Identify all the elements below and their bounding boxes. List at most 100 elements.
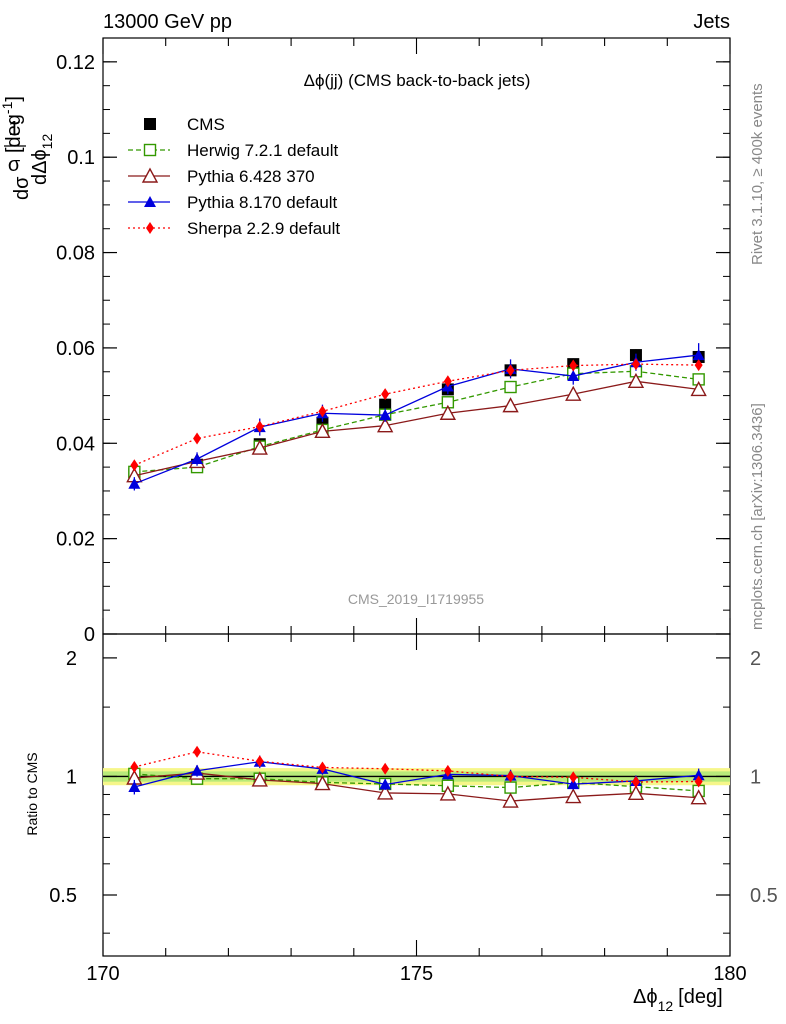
ratio-ytick-label-right: 2 (750, 648, 761, 670)
series-line-herwig-7-2-1-default (134, 370, 699, 473)
ratio-point-pythia-6-428-370 (565, 788, 582, 804)
legend-entry-herwig-7-2-1-default: Herwig 7.2.1 default (128, 141, 338, 160)
legend-label-cms: CMS (187, 115, 225, 134)
ratio-point-pythia-6-428-370 (376, 784, 394, 800)
legend-marker-pythia-8-170-default (144, 196, 156, 207)
rivet-label: Rivet 3.1.10, ≥ 400k events (749, 83, 766, 265)
ratio-point-pythia-6-428-370 (251, 771, 268, 787)
series-cms (128, 349, 705, 481)
data-point-pythia-8-170-default (692, 349, 705, 361)
ylabel-close: ] (3, 96, 25, 102)
ratio-point-sherpa-2-2-9-default (193, 745, 202, 758)
legend-label-pythia-6-428-370: Pythia 6.428 370 (187, 167, 315, 186)
ylabel-rotated: dσ (11, 176, 33, 200)
ratio-point-sherpa-2-2-9-default (381, 762, 390, 775)
ratio-point-sherpa-2-2-9-default (443, 764, 452, 777)
chart-title: Δϕ(jj) (CMS back-to-back jets) (304, 71, 531, 90)
ratio-point-sherpa-2-2-9-default (569, 771, 578, 784)
ylabel-sup: -1 (0, 101, 15, 114)
ratio-point-pythia-8-170-default (128, 781, 141, 793)
ratio-point-sherpa-2-2-9-default (318, 761, 327, 774)
ratio-point-pythia-6-428-370 (314, 775, 331, 791)
main-x-ticks (102, 38, 731, 634)
ratio-x-ticks: 170 175 180 (86, 634, 747, 985)
x-tick-label: 170 (86, 963, 119, 985)
ratio-point-sherpa-2-2-9-default (506, 770, 515, 783)
series-pythia-8-170-default (128, 343, 705, 491)
ratio-point-sherpa-2-2-9-default (255, 755, 264, 768)
legend-marker-pythia-6-428-370 (141, 167, 159, 183)
ratio-point-pythia-6-428-370 (690, 789, 707, 805)
series-line-pythia-6-428-370 (134, 380, 699, 477)
ratio-point-herwig-7-2-1-default (504, 781, 517, 794)
ratio-ytick-label: 1 (66, 766, 77, 788)
data-point-pythia-6-428-370 (439, 404, 457, 420)
x-tick-label: 175 (400, 963, 433, 985)
ratio-y-axis-label: Ratio to CMS (24, 752, 40, 835)
ylabel-sigma: σ (8, 154, 21, 176)
data-point-herwig-7-2-1-default (504, 380, 517, 394)
ratio-ytick-label: 2 (66, 648, 77, 670)
ratio-line-sherpa-2-2-9-default (134, 751, 699, 783)
ratio-y-ticks: 0.5 0.5 1 1 2 2 (49, 648, 778, 934)
series-herwig-7-2-1-default (128, 365, 705, 479)
series-pythia-6-428-370 (126, 372, 707, 483)
data-point-sherpa-2-2-9-default (193, 432, 202, 445)
ratio-series-sherpa-2-2-9-default (130, 745, 703, 789)
legend-marker-cms (144, 118, 156, 130)
data-point-sherpa-2-2-9-default (694, 359, 703, 372)
ratio-point-pythia-6-428-370 (502, 792, 519, 808)
x-axis-label: Δϕ12 [deg] (633, 986, 723, 1014)
legend-entry-pythia-6-428-370: Pythia 6.428 370 (128, 167, 315, 186)
ratio-point-pythia-8-170-default (191, 764, 204, 776)
ratio-point-sherpa-2-2-9-default (631, 776, 640, 789)
main-ytick-label: 0.12 (56, 52, 95, 74)
main-series (126, 343, 707, 491)
ratio-point-sherpa-2-2-9-default (130, 760, 139, 773)
ylabel-dDeltaPhi: dΔϕ (29, 149, 51, 185)
data-point-sherpa-2-2-9-default (506, 364, 515, 377)
data-point-pythia-6-428-370 (565, 385, 582, 401)
ratio-panel: 0.5 0.5 1 1 2 2 170 175 180 (49, 633, 778, 985)
mcplots-label: mcplots.cern.ch [arXiv:1306.3436] (749, 403, 766, 630)
data-point-sherpa-2-2-9-default (255, 420, 264, 433)
svg-text:Δϕ12[deg]: Δϕ12 [deg] (633, 986, 723, 1014)
svg-text:[deg-1]: [deg-1] (0, 96, 25, 153)
ylabel-dsigma: dσ (11, 176, 33, 200)
svg-text:dΔϕ12: dΔϕ12 (29, 134, 55, 185)
legend-label-pythia-8-170-default: Pythia 8.170 default (187, 193, 338, 212)
data-point-sherpa-2-2-9-default (130, 459, 139, 472)
data-point-pythia-6-428-370 (314, 422, 331, 439)
main-y-ticks: 0 0.02 0.04 0.06 0.08 0.1 0.12 (56, 37, 730, 646)
ratio-point-pythia-8-170-default (379, 778, 392, 790)
legend-marker-herwig-7-2-1-default (143, 143, 157, 157)
ratio-ytick-label-right: 1 (750, 766, 761, 788)
legend-label-sherpa-2-2-9-default: Sherpa 2.2.9 default (187, 219, 340, 238)
ratio-point-sherpa-2-2-9-default (694, 775, 703, 788)
legend-entry-sherpa-2-2-9-default: Sherpa 2.2.9 default (128, 219, 340, 238)
xlabel-unit: [deg] (678, 986, 722, 1008)
header-left: 13000 GeV pp (103, 11, 232, 33)
data-point-pythia-6-428-370 (627, 372, 645, 388)
data-point-pythia-6-428-370 (502, 397, 519, 413)
data-point-pythia-8-170-default (567, 370, 580, 382)
x-tick-label: 180 (713, 963, 746, 985)
legend-entry-pythia-8-170-default: Pythia 8.170 default (128, 193, 338, 212)
legend-marker-sherpa-2-2-9-default (146, 222, 154, 234)
ratio-ytick-label-right: 0.5 (750, 885, 778, 907)
main-ytick-label: 0.04 (56, 433, 95, 455)
series-line-pythia-8-170-default (134, 354, 699, 485)
ratio-point-pythia-6-428-370 (439, 785, 457, 801)
legend-label-herwig-7-2-1-default: Herwig 7.2.1 default (187, 141, 338, 160)
main-ytick-label: 0.02 (56, 529, 95, 551)
data-point-sherpa-2-2-9-default (381, 388, 390, 401)
data-point-pythia-6-428-370 (376, 417, 394, 433)
data-point-pythia-8-170-default (128, 477, 141, 489)
series-sherpa-2-2-9-default (130, 358, 703, 472)
data-point-sherpa-2-2-9-default (569, 359, 578, 372)
header-right: Jets (693, 11, 730, 33)
ylabel-sub: 12 (39, 134, 55, 150)
main-ytick-label: 0.1 (67, 147, 95, 169)
data-point-cms (379, 398, 392, 411)
